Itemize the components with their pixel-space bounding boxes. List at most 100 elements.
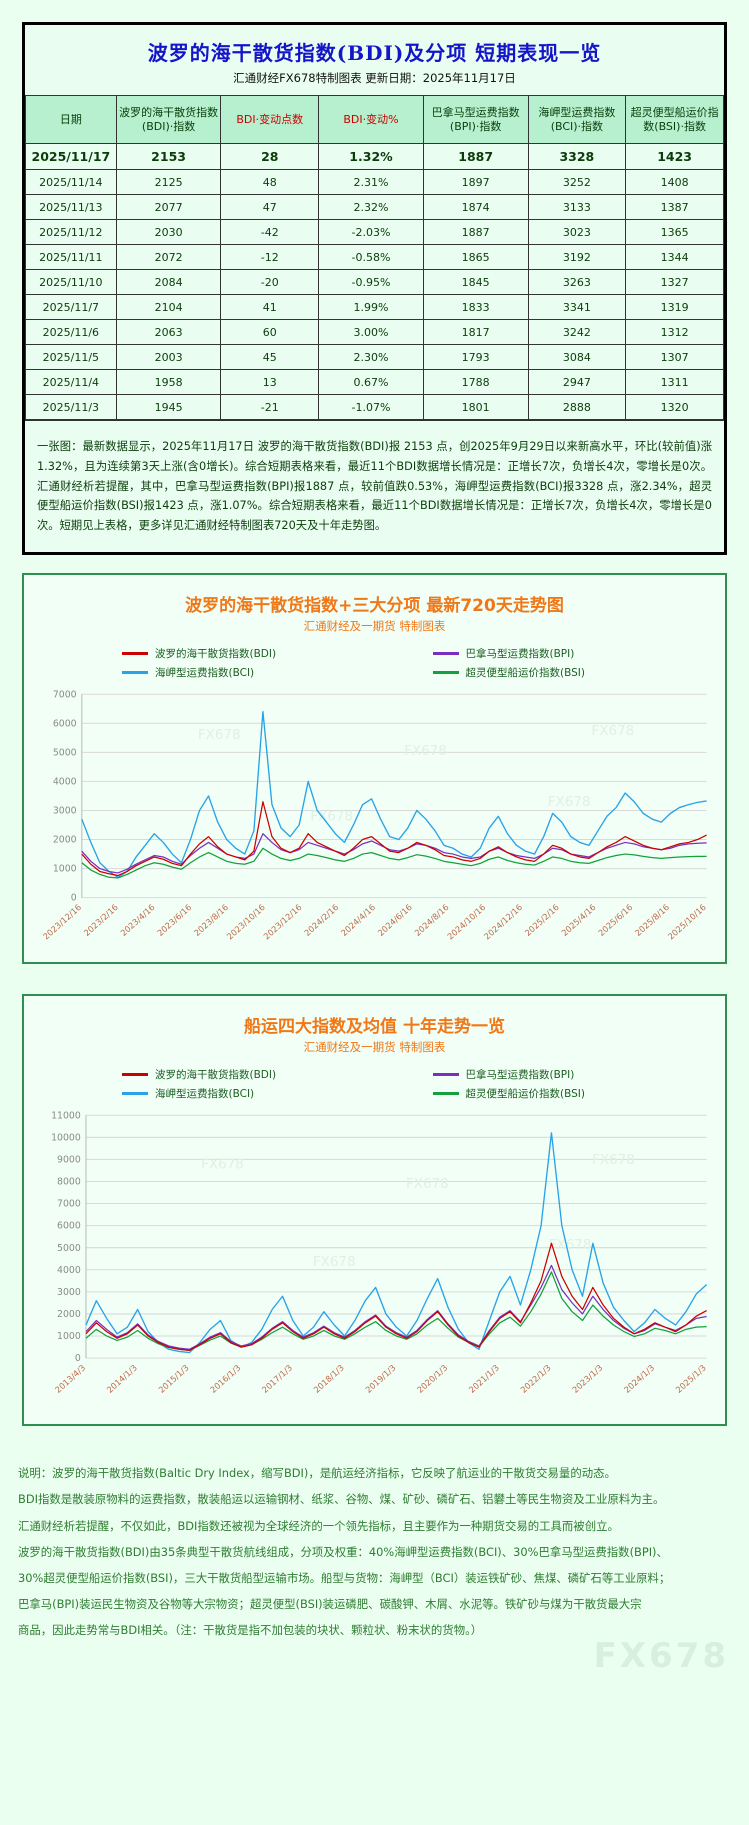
y-axis-tick-label: 6000 [53,718,77,729]
chart-720day-card: 波罗的海干散货指数+三大分项 最新720天走势图 汇通财经及一期货 特制图表 波… [22,572,727,964]
x-axis-tick-label: 2025/10/16 [666,902,708,941]
x-axis-tick-label: 2014/1/3 [105,1362,139,1394]
legend-item: 海岬型运费指数(BCI) [64,665,375,680]
cell-change-pct: 3.00% [318,319,424,345]
cell-bdi: 2125 [115,169,222,195]
cell-bpi: 1801 [422,394,529,420]
x-axis-tick-label: 2023/8/16 [192,902,230,938]
x-axis-tick-label: 2023/4/16 [118,902,156,938]
x-axis-tick-label: 2023/2/16 [82,902,120,938]
legend-swatch-icon [122,1091,148,1095]
x-axis-tick-label: 2023/10/16 [225,902,267,941]
x-axis-tick-label: 2023/12/16 [41,902,83,941]
note-line: 巴拿马(BPI)装运民生物资及谷物等大宗物资；超灵便型(BSI)装运磷肥、碳酸钾… [18,1597,642,1612]
y-axis-tick-label: 0 [75,1353,81,1364]
x-axis-tick-label: 2021/1/3 [467,1362,501,1394]
cell-bpi: 1887 [422,143,529,170]
y-axis-tick-label: 0 [71,893,77,904]
cell-bsi: 1344 [625,244,724,270]
cell-change-pct: -1.07% [318,394,424,420]
chart-watermark: FX678 [549,1236,592,1252]
x-axis-tick-label: 2020/1/3 [415,1362,449,1394]
x-axis-tick-label: 2025/8/16 [633,902,671,938]
col-bdi: 波罗的海干散货指数(BDI)·指数 [115,95,222,144]
cell-date: 2025/11/17 [25,143,117,170]
cell-bci: 3023 [527,219,627,245]
cell-bci: 3192 [527,244,627,270]
cell-bpi: 1845 [422,269,529,295]
cell-bci: 3328 [527,143,627,170]
x-axis-tick-label: 2024/1/3 [622,1362,656,1394]
cell-bdi: 1958 [115,369,222,395]
note-line: 汇通财经析若提醒，不仅如此，BDI指数还被视为全球经济的一个领先指标，且主要作为… [18,1518,619,1533]
cell-bsi: 1365 [625,219,724,245]
cell-bci: 2888 [527,394,627,420]
table-row: 2025/11/17 2153 28 1.32% 1887 3328 1423 [25,143,724,170]
cell-bci: 3242 [527,319,627,345]
series-line [81,800,707,876]
y-axis-tick-label: 7000 [53,689,77,700]
col-bdi-change-pct: BDI·变动% [318,95,424,144]
cell-bdi: 2072 [115,244,222,270]
x-axis-tick-label: 2023/6/16 [155,902,193,938]
table-row: 2025/11/14 2125 48 2.31% 1897 3252 1408 [25,169,724,195]
legend-item: 海岬型运费指数(BCI) [64,1086,375,1101]
x-axis-tick-label: 2024/4/16 [339,902,377,938]
chart-watermark: FX678 [198,727,241,743]
y-axis-tick-label: 3000 [57,1287,81,1298]
cell-bci: 3263 [527,269,627,295]
chart-watermark: FX678 [201,1156,244,1172]
y-axis-tick-label: 8000 [57,1176,81,1187]
chart-watermark: FX678 [310,808,353,824]
table-row: 2025/11/4 1958 13 0.67% 1788 2947 1311 [25,369,724,395]
cell-change-points: -12 [220,244,320,270]
cell-bsi: 1423 [625,143,724,170]
x-axis-tick-label: 2024/2/16 [302,902,340,938]
cell-change-points: -20 [220,269,320,295]
x-axis-tick-label: 2023/1/3 [570,1362,604,1394]
col-bpi: 巴拿马型运费指数(BPI)·指数 [422,95,529,144]
cell-bdi: 1945 [115,394,222,420]
legend-swatch-icon [432,1091,459,1095]
cell-date: 2025/11/5 [25,344,117,370]
legend-swatch-icon [122,1072,148,1076]
cell-change-pct: 2.32% [318,194,424,220]
y-axis-tick-label: 2000 [53,834,77,845]
table-header-row: 日期 波罗的海干散货指数(BDI)·指数 BDI·变动点数 BDI·变动% 巴拿… [25,95,724,144]
cell-bdi: 2153 [115,143,222,170]
chart-10year-title: 船运四大指数及均值 十年走势一览 [244,1016,505,1037]
x-axis-tick-label: 2025/4/16 [559,902,597,938]
cell-bci: 3084 [527,344,627,370]
notes-section: 说明：波罗的海干散货指数(Baltic Dry Index，缩写BDI)，是航运… [0,1450,749,1684]
chart-720day-svg: 0 1000 2000 3000 4000 5000 6000 7000 FX678 FX678 F… [41,689,708,941]
legend-item: 巴拿马型运费指数(BPI) [375,1067,686,1082]
cell-bdi: 2104 [115,294,222,320]
chart-10year-plot-area: 0 1000 2000 3000 4000 5000 6000 7000 8000 9000 100… [24,1109,725,1424]
cell-change-points: 47 [220,194,320,220]
cell-bci: 3341 [527,294,627,320]
cell-bci: 3252 [527,169,627,195]
page-root: 波罗的海干散货指数(BDI)及分项 短期表现一览 汇通财经FX678特制图表 更… [0,22,749,1684]
cell-bsi: 1319 [625,294,724,320]
y-axis-tick-label: 1000 [53,864,77,875]
x-axis-tick-label: 2017/1/3 [260,1362,294,1394]
y-axis-tick-label: 3000 [53,805,77,816]
legend-label: 海岬型运费指数(BCI) [155,1087,255,1100]
x-axis-tick-label: 2013/4/3 [53,1362,87,1394]
cell-change-points: 60 [220,319,320,345]
series-line [85,1264,707,1350]
cell-bpi: 1874 [422,194,529,220]
note-line: 说明：波罗的海干散货指数(Baltic Dry Index，缩写BDI)，是航运… [18,1466,616,1481]
cell-bdi: 2030 [115,219,222,245]
fx678-watermark: FX678 [593,1635,729,1676]
chart-720day-plot-area: 0 1000 2000 3000 4000 5000 6000 7000 FX678 FX678 F… [24,688,725,962]
cell-change-pct: 2.30% [318,344,424,370]
y-axis-tick-label: 10000 [51,1132,81,1143]
legend-label: 海岬型运费指数(BCI) [155,666,255,679]
cell-bpi: 1788 [422,369,529,395]
note-line: BDI指数是散装原物料的运费指数，散装船运以运输钢材、纸浆、谷物、煤、矿砂、磷矿… [18,1492,665,1507]
cell-bdi: 2084 [115,269,222,295]
note-line: 波罗的海干散货指数(BDI)由35条典型干散货航线组成，分项及权重：40%海岬型… [18,1544,668,1559]
cell-bpi: 1793 [422,344,529,370]
col-date: 日期 [25,95,117,144]
